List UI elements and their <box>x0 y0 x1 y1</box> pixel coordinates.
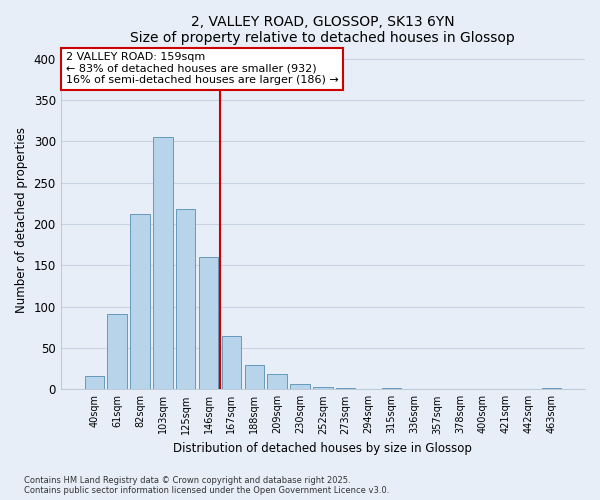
Bar <box>85 376 104 390</box>
Bar <box>176 209 196 390</box>
Title: 2, VALLEY ROAD, GLOSSOP, SK13 6YN
Size of property relative to detached houses i: 2, VALLEY ROAD, GLOSSOP, SK13 6YN Size o… <box>130 15 515 45</box>
Bar <box>107 314 127 390</box>
Bar <box>153 138 173 390</box>
Bar <box>221 336 241 390</box>
Y-axis label: Number of detached properties: Number of detached properties <box>15 127 28 313</box>
Text: Contains HM Land Registry data © Crown copyright and database right 2025.
Contai: Contains HM Land Registry data © Crown c… <box>24 476 389 495</box>
Bar <box>542 388 561 390</box>
Bar <box>290 384 310 390</box>
X-axis label: Distribution of detached houses by size in Glossop: Distribution of detached houses by size … <box>173 442 472 455</box>
Bar <box>268 374 287 390</box>
Bar <box>313 387 332 390</box>
Bar <box>382 388 401 390</box>
Bar <box>199 257 218 390</box>
Bar <box>336 388 355 390</box>
Text: 2 VALLEY ROAD: 159sqm
← 83% of detached houses are smaller (932)
16% of semi-det: 2 VALLEY ROAD: 159sqm ← 83% of detached … <box>66 52 338 86</box>
Bar <box>245 364 264 390</box>
Bar <box>130 214 149 390</box>
